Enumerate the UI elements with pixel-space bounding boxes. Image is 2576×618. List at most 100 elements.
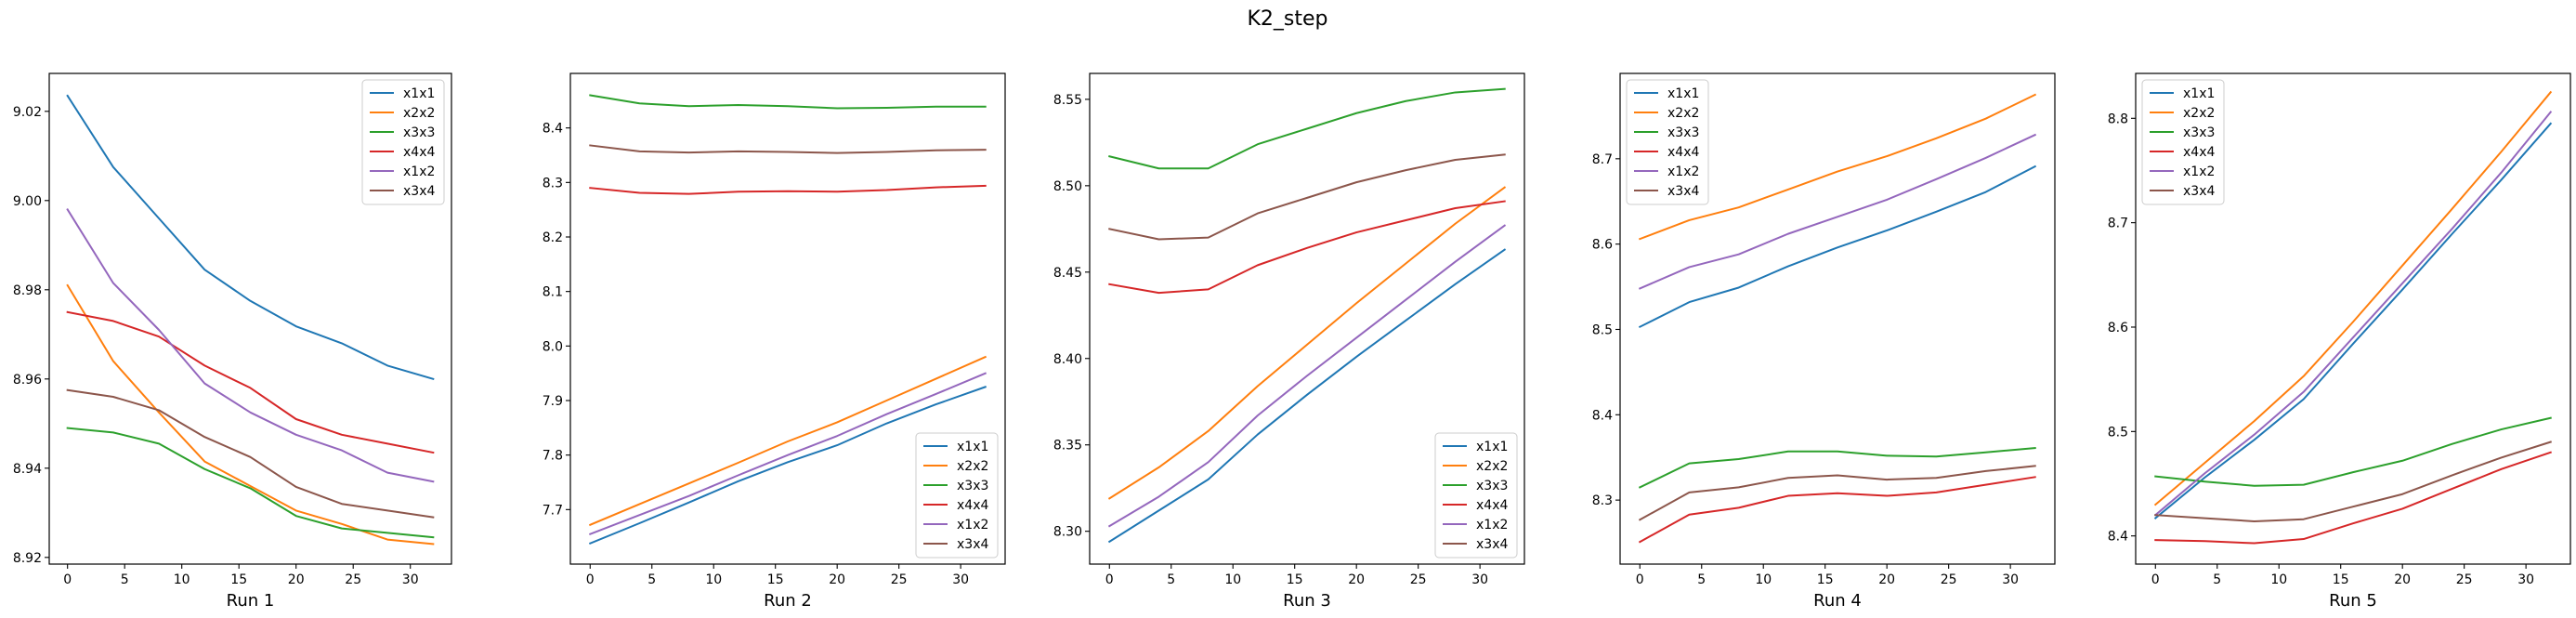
series-line-x1x1 bbox=[588, 386, 987, 546]
legend: x1x1 x2x2 x3x3 x4x4 x1x2 x3x4 bbox=[915, 432, 999, 559]
x-tick-label: 0 bbox=[586, 572, 595, 587]
legend-label-x4x4: x4x4 bbox=[1667, 145, 1699, 160]
x-axis: 0 5 10 15 20 25 30 bbox=[586, 564, 969, 587]
y-tick-label: 8.30 bbox=[1053, 525, 1082, 540]
x-tick-label: 30 bbox=[2517, 572, 2534, 587]
legend-label-x3x3: x3x3 bbox=[1476, 479, 1508, 493]
legend-label-x1x1: x1x1 bbox=[1476, 440, 1508, 454]
x-axis-label: Run 2 bbox=[764, 591, 812, 611]
x-tick-label: 30 bbox=[2002, 572, 2019, 587]
x-tick-label: 5 bbox=[647, 572, 656, 587]
x-axis-label: Run 4 bbox=[1813, 591, 1862, 611]
legend-label-x4x4: x4x4 bbox=[2183, 145, 2215, 160]
x-tick-label: 5 bbox=[1697, 572, 1706, 587]
legend-label-x1x1: x1x1 bbox=[1667, 86, 1699, 101]
y-tick-label: 8.5 bbox=[2108, 425, 2128, 440]
y-tick-label: 8.92 bbox=[13, 551, 42, 566]
x-tick-label: 15 bbox=[767, 572, 784, 587]
panel-4: 0 5 10 15 20 25 30 Run 4 8.3 8.4 8.5 8.6 8.7 x1x1 x2x2… bbox=[1592, 72, 2056, 611]
y-tick-label: 8.3 bbox=[1592, 493, 1613, 508]
legend-label-x1x2: x1x2 bbox=[957, 518, 988, 533]
legend-label-x4x4: x4x4 bbox=[957, 498, 988, 513]
x-tick-label: 15 bbox=[1817, 572, 1834, 587]
series-line-x3x4 bbox=[1108, 153, 1506, 241]
y-tick-label: 8.40 bbox=[1053, 352, 1082, 367]
series-line-x3x3 bbox=[1108, 87, 1506, 170]
y-axis: 7.7 7.8 7.9 8.0 8.1 8.2 8.3 8.4 bbox=[543, 122, 570, 518]
x-tick-label: 20 bbox=[288, 572, 305, 587]
legend-label-x4x4: x4x4 bbox=[403, 145, 435, 160]
x-axis-label: Run 5 bbox=[2329, 591, 2377, 611]
x-tick-label: 15 bbox=[2333, 572, 2349, 587]
y-tick-label: 8.2 bbox=[543, 230, 563, 245]
x-tick-label: 10 bbox=[174, 572, 190, 587]
legend: x1x1 x2x2 x3x3 x4x4 x1x2 x3x4 bbox=[1626, 79, 1709, 205]
series-line-x1x1 bbox=[1107, 248, 1507, 544]
legend-label-x2x2: x2x2 bbox=[1667, 106, 1699, 121]
y-tick-label: 8.4 bbox=[1592, 408, 1613, 423]
series-line-x1x2 bbox=[1638, 133, 2037, 290]
series-line-x3x3 bbox=[589, 94, 987, 110]
x-tick-label: 30 bbox=[1471, 572, 1488, 587]
legend-label-x3x4: x3x4 bbox=[2183, 184, 2215, 199]
series-line-x3x3 bbox=[1638, 447, 2036, 489]
panel-5: 0 5 10 15 20 25 30 Run 5 8.4 8.5 8.6 8.7 8.8 x1x1 x2x2… bbox=[2108, 72, 2571, 611]
series-line-x2x2 bbox=[1107, 186, 1507, 500]
legend-label-x1x2: x1x2 bbox=[1667, 164, 1699, 179]
y-tick-label: 8.6 bbox=[1592, 238, 1613, 253]
legend-label-x1x1: x1x1 bbox=[403, 86, 435, 101]
series-group bbox=[1638, 93, 2037, 544]
legend-label-x1x2: x1x2 bbox=[1476, 518, 1508, 533]
series-line-x2x2 bbox=[66, 283, 435, 546]
x-tick-label: 0 bbox=[63, 572, 72, 587]
series-line-x1x1 bbox=[2153, 122, 2553, 519]
x-tick-label: 25 bbox=[2456, 572, 2473, 587]
y-tick-label: 8.4 bbox=[2108, 530, 2128, 545]
x-axis-label: Run 3 bbox=[1283, 591, 1331, 611]
series-line-x2x2 bbox=[2153, 90, 2553, 506]
y-axis: 8.30 8.35 8.40 8.45 8.50 8.55 bbox=[1053, 93, 1090, 540]
y-tick-label: 8.96 bbox=[13, 373, 42, 388]
legend-label-x3x3: x3x3 bbox=[1667, 125, 1699, 140]
x-tick-label: 10 bbox=[1224, 572, 1241, 587]
legend-box bbox=[361, 79, 445, 205]
series-line-x4x4 bbox=[1108, 200, 1506, 295]
x-tick-label: 25 bbox=[345, 572, 361, 587]
panels: 0 5 10 15 20 25 30 Run 1 8.92 8.94 8.96 8.98 9.00 9.0… bbox=[13, 72, 2571, 611]
legend: x1x1 x2x2 x3x3 x4x4 x1x2 x3x4 bbox=[361, 79, 445, 205]
legend-label-x2x2: x2x2 bbox=[403, 106, 435, 121]
series-line-x3x3 bbox=[66, 427, 435, 539]
y-tick-label: 7.7 bbox=[543, 503, 563, 518]
x-tick-label: 5 bbox=[1167, 572, 1175, 587]
series-line-x2x2 bbox=[1638, 93, 2037, 241]
x-tick-label: 10 bbox=[705, 572, 722, 587]
axes-frame bbox=[1089, 72, 1525, 565]
series-line-x3x4 bbox=[66, 388, 435, 519]
series-group bbox=[2153, 90, 2553, 545]
x-tick-label: 30 bbox=[402, 572, 419, 587]
series-group bbox=[66, 94, 435, 546]
series-group bbox=[588, 94, 987, 546]
x-tick-label: 25 bbox=[1941, 572, 1957, 587]
series-line-x4x4 bbox=[2154, 451, 2552, 545]
series-group bbox=[1107, 87, 1507, 544]
series-line-x1x2 bbox=[66, 208, 435, 483]
legend-box bbox=[2141, 79, 2225, 205]
legend-label-x1x2: x1x2 bbox=[403, 164, 435, 179]
x-tick-label: 10 bbox=[1755, 572, 1772, 587]
y-tick-label: 8.7 bbox=[1592, 152, 1613, 167]
legend-label-x2x2: x2x2 bbox=[957, 459, 988, 474]
series-line-x4x4 bbox=[66, 310, 435, 454]
x-tick-label: 20 bbox=[1348, 572, 1365, 587]
legend-box bbox=[1626, 79, 1709, 205]
x-tick-label: 15 bbox=[1287, 572, 1303, 587]
panel-1: 0 5 10 15 20 25 30 Run 1 8.92 8.94 8.96 8.98 9.00 9.0… bbox=[13, 72, 452, 611]
x-tick-label: 20 bbox=[829, 572, 845, 587]
y-tick-label: 8.50 bbox=[1053, 179, 1082, 194]
legend-label-x2x2: x2x2 bbox=[2183, 106, 2215, 121]
x-tick-label: 25 bbox=[891, 572, 908, 587]
series-line-x3x4 bbox=[1638, 465, 2036, 521]
y-tick-label: 8.0 bbox=[543, 339, 563, 354]
y-tick-label: 7.9 bbox=[543, 394, 563, 409]
